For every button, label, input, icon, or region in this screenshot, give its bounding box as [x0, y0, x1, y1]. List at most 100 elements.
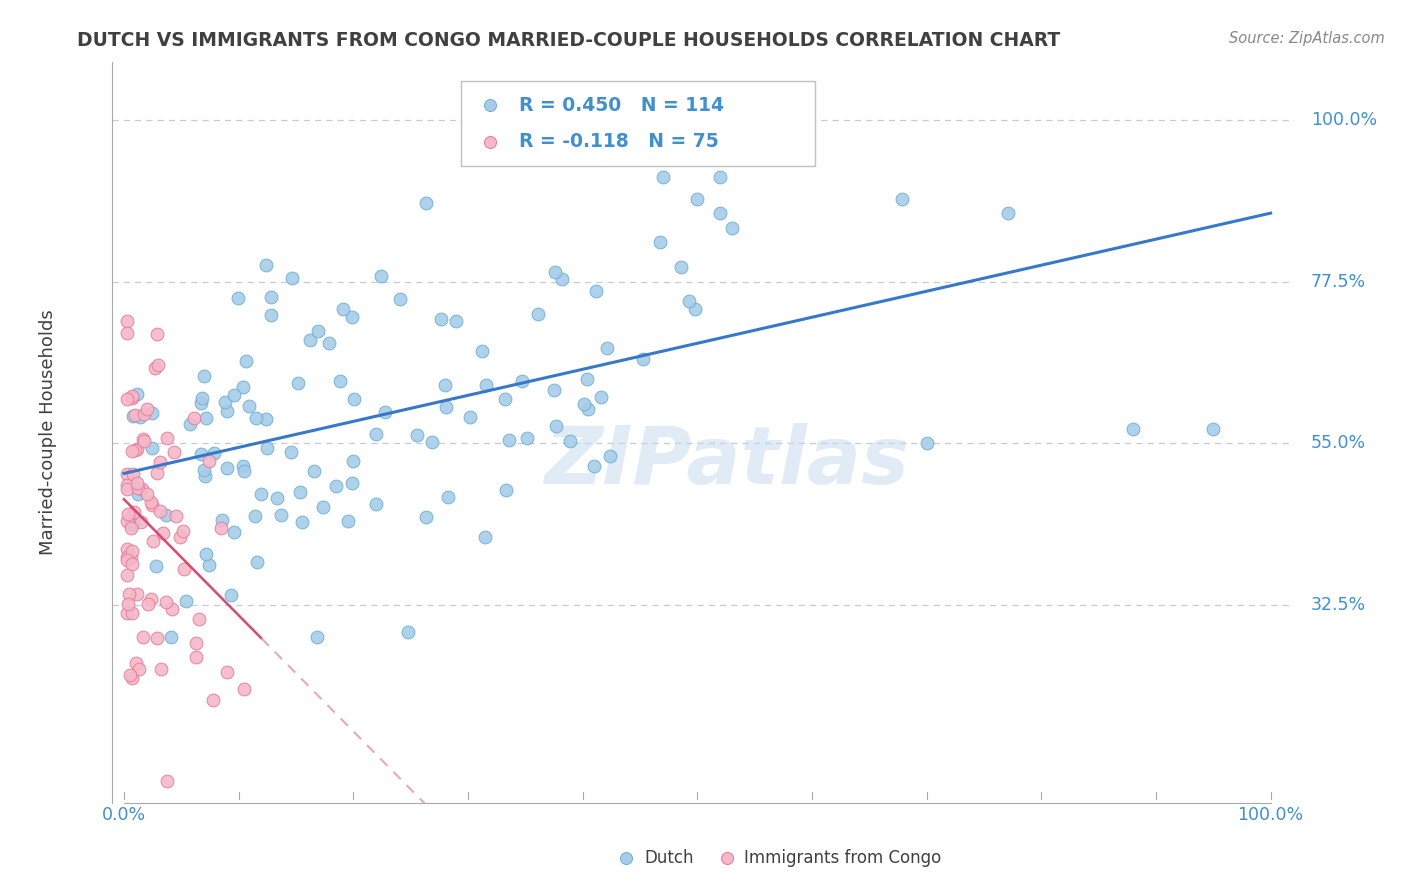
- Point: [280, 444, 302, 458]
- Point: [396, 625, 419, 640]
- Point: [127, 487, 149, 501]
- Point: [149, 662, 172, 676]
- Point: [169, 530, 191, 544]
- Point: [543, 383, 565, 397]
- Point: [173, 562, 195, 576]
- Point: [117, 549, 139, 564]
- Point: [145, 631, 167, 645]
- Point: [155, 508, 177, 522]
- Point: [596, 341, 619, 355]
- Point: [709, 206, 731, 220]
- Point: [117, 607, 139, 621]
- Point: [184, 649, 207, 664]
- Point: [254, 258, 277, 272]
- Point: [190, 447, 212, 461]
- Point: [121, 543, 143, 558]
- Point: [312, 500, 335, 514]
- Point: [211, 513, 233, 527]
- Point: [997, 206, 1019, 220]
- Point: [266, 491, 288, 505]
- Text: 100.0%: 100.0%: [1310, 111, 1376, 129]
- Point: [156, 774, 179, 789]
- Point: [120, 516, 142, 531]
- Point: [121, 557, 143, 571]
- Point: [340, 476, 363, 491]
- Point: [183, 410, 205, 425]
- Point: [191, 391, 214, 405]
- Point: [558, 434, 581, 448]
- Point: [117, 507, 139, 521]
- Point: [219, 589, 242, 603]
- Point: [226, 291, 249, 305]
- Point: [132, 434, 155, 448]
- Point: [256, 442, 278, 456]
- Point: [406, 428, 429, 442]
- Point: [232, 380, 254, 394]
- Point: [139, 495, 162, 509]
- Point: [270, 508, 292, 522]
- Point: [709, 886, 731, 892]
- Point: [479, 154, 502, 169]
- Point: [479, 190, 502, 204]
- Point: [599, 450, 621, 464]
- Point: [890, 192, 912, 206]
- Point: [118, 587, 141, 601]
- Point: [343, 392, 366, 407]
- Text: 100.0%: 100.0%: [1237, 806, 1303, 824]
- Point: [122, 409, 145, 423]
- Point: [373, 404, 395, 418]
- Point: [145, 466, 167, 480]
- Point: [415, 509, 437, 524]
- Point: [184, 636, 207, 650]
- Point: [194, 468, 217, 483]
- Point: [498, 433, 520, 447]
- Point: [124, 408, 146, 422]
- Point: [305, 631, 328, 645]
- Point: [510, 374, 533, 388]
- Point: [121, 606, 143, 620]
- Point: [136, 487, 159, 501]
- Point: [444, 314, 467, 328]
- Point: [290, 484, 312, 499]
- Point: [678, 293, 700, 308]
- Point: [471, 344, 494, 359]
- Point: [121, 389, 143, 403]
- Point: [494, 392, 516, 407]
- Point: [165, 509, 187, 524]
- Point: [232, 459, 254, 474]
- Point: [117, 515, 139, 529]
- Point: [474, 531, 496, 545]
- Point: [370, 269, 392, 284]
- Point: [146, 358, 169, 372]
- Point: [217, 404, 239, 418]
- Text: Immigrants from Congo: Immigrants from Congo: [744, 849, 942, 867]
- Point: [318, 336, 340, 351]
- Point: [245, 509, 267, 524]
- Text: R = 0.450   N = 114: R = 0.450 N = 114: [519, 95, 724, 115]
- Point: [141, 441, 163, 455]
- Point: [235, 353, 257, 368]
- Point: [415, 195, 437, 210]
- Point: [120, 549, 142, 564]
- Point: [544, 419, 567, 434]
- Point: [281, 271, 304, 285]
- Point: [458, 409, 481, 424]
- Point: [290, 515, 312, 529]
- Point: [143, 361, 166, 376]
- Point: [576, 371, 599, 385]
- Point: [709, 170, 731, 185]
- Point: [437, 490, 460, 504]
- Point: [434, 400, 457, 414]
- Point: [132, 630, 155, 644]
- Point: [125, 442, 148, 457]
- Point: [651, 170, 673, 185]
- Point: [117, 597, 139, 611]
- Point: [589, 390, 612, 404]
- Point: [238, 399, 260, 413]
- Point: [146, 326, 169, 341]
- Point: [544, 264, 567, 278]
- Point: [287, 376, 309, 391]
- Point: [233, 681, 256, 696]
- Point: [304, 464, 326, 478]
- Point: [121, 391, 143, 405]
